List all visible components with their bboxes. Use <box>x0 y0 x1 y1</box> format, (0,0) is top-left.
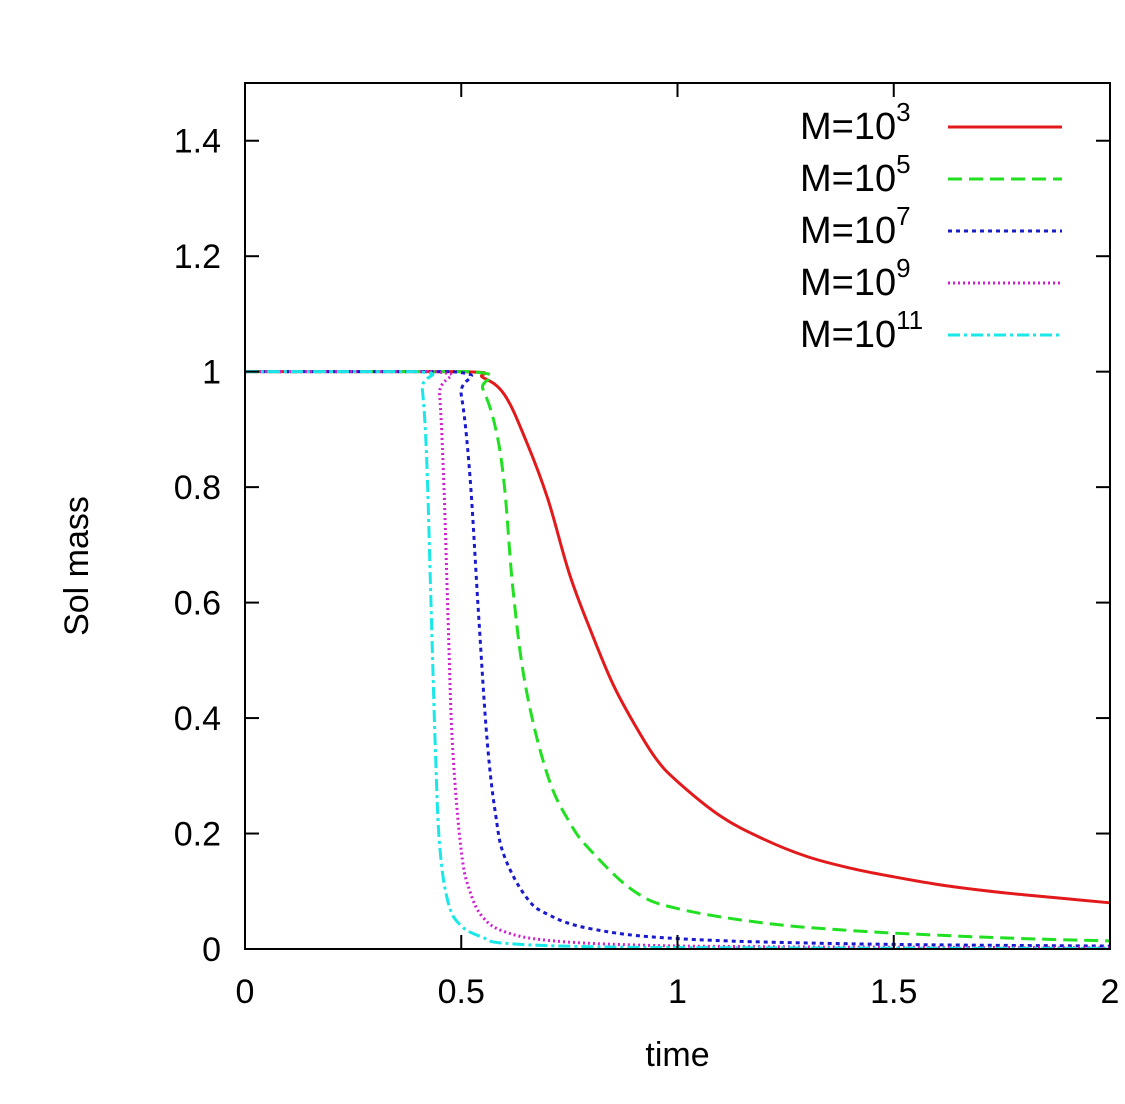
plot-frame <box>244 82 1111 950</box>
legend-label-base: M=10 <box>800 106 896 148</box>
series-line-5 <box>245 370 1111 943</box>
x-tick-label: 2 <box>1101 973 1120 1011</box>
legend-label-base: M=10 <box>800 262 896 304</box>
legend-item-11: M=1011 <box>800 305 1062 356</box>
series-line-9 <box>245 370 1111 950</box>
legend-item-7: M=107 <box>800 201 1062 252</box>
series-line-7 <box>245 370 1111 948</box>
y-tick-label: 1 <box>202 354 221 392</box>
y-axis-label: Sol mass <box>58 496 96 636</box>
y-tick-label: 0.6 <box>174 585 221 623</box>
y-tick-label: 0.2 <box>174 816 221 854</box>
y-tick-label: 1.2 <box>174 238 221 276</box>
x-tick-label: 0 <box>236 973 255 1011</box>
legend-label: M=107 <box>800 201 911 252</box>
legend-label-exponent: 3 <box>896 97 910 127</box>
legend-label: M=109 <box>800 253 911 304</box>
legend-label: M=105 <box>800 149 911 200</box>
y-tick-label: 1.4 <box>174 123 221 161</box>
legend-label-base: M=10 <box>800 314 896 356</box>
legend-item-5: M=105 <box>800 149 1062 200</box>
y-tick-label: 0.4 <box>174 700 221 738</box>
series-line-11 <box>245 370 1111 950</box>
series-line-3 <box>245 370 1111 905</box>
legend-label-exponent: 7 <box>896 201 910 231</box>
ticks-layer: 0 0.5 1 1.5 2 0 0.2 0.4 0.6 0.8 1 1.2 1.4 <box>174 83 1120 1011</box>
x-tick-label: 1.5 <box>870 973 917 1011</box>
y-tick-label: 0.8 <box>174 469 221 507</box>
y-tick-label: 0 <box>202 931 221 969</box>
legend-label: M=103 <box>800 97 911 148</box>
series-layer <box>245 370 1111 950</box>
legend-label-exponent: 9 <box>896 253 910 283</box>
legend-label: M=1011 <box>800 305 923 356</box>
legend-label-base: M=10 <box>800 158 896 200</box>
legend-label-exponent: 5 <box>896 149 910 179</box>
legend-label-base: M=10 <box>800 210 896 252</box>
x-tick-label: 1 <box>668 973 687 1011</box>
x-tick-label: 0.5 <box>438 973 485 1011</box>
legend-label-exponent: 11 <box>896 305 923 335</box>
x-axis-label: time <box>645 1036 709 1074</box>
legend-item-3: M=103 <box>800 97 1062 148</box>
legend-item-9: M=109 <box>800 253 1062 304</box>
